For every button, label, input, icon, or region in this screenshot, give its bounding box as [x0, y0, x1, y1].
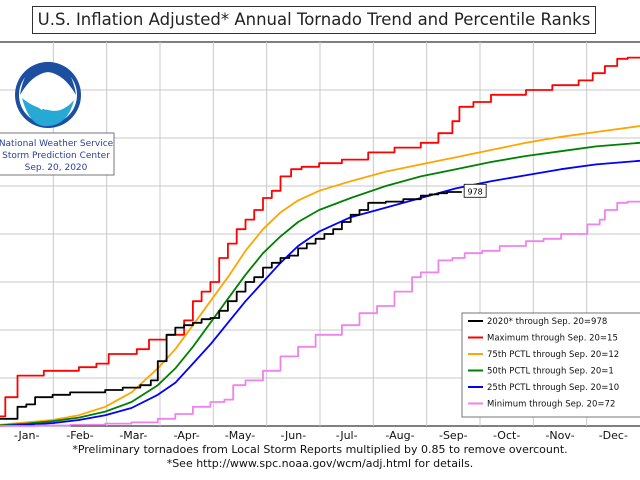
month-label: -Nov- [545, 429, 574, 442]
series-line-25th-pctl [0, 159, 640, 427]
month-label: -Apr- [174, 429, 200, 442]
month-label: -Jun- [280, 429, 306, 442]
footnote-line-2: *See http://www.spc.noaa.gov/wcm/adj.htm… [166, 457, 474, 470]
grid-lines [0, 42, 640, 426]
legend: 2020* through Sep. 20=978 Maximum through… [461, 312, 640, 418]
legend-entry: 75th PCTL through Sep. 20=12 [487, 350, 619, 360]
nws-info-box: National Weather Service Storm Predictio… [0, 132, 115, 176]
month-labels: -Jan- -Feb- -Mar- -Apr- -May- -Jun- -Jul- -Aug-… [14, 429, 628, 442]
nws-line-2: Storm Prediction Center [2, 151, 110, 161]
month-label: -Sep- [439, 429, 468, 442]
noaa-logo-text: NOAA [34, 77, 63, 87]
end-annotation-box [463, 183, 487, 198]
noaa-logo: NOAA [15, 62, 81, 128]
footnote-line-1: *Preliminary tornadoes from Local Storm … [72, 443, 568, 456]
month-label: -Aug- [385, 429, 414, 442]
chart-title: U.S. Inflation Adjusted* Annual Tornado … [32, 6, 596, 34]
legend-entry: Maximum through Sep. 20=15 [487, 334, 618, 344]
footnote: *Preliminary tornadoes from Local Storm … [0, 443, 640, 471]
series-line-minimum [0, 200, 640, 427]
nws-line-3: Sep. 20, 2020 [25, 163, 88, 173]
legend-entry: 25th PCTL through Sep. 20=10 [487, 383, 619, 393]
end-annotation-layer: 978 [463, 183, 487, 198]
legend-entry: Minimum through Sep. 20=72 [487, 400, 615, 410]
series-line-50th-pctl [0, 141, 640, 427]
series-line-2020 [0, 191, 463, 420]
series-layer [0, 56, 640, 427]
month-label: -Dec- [599, 429, 628, 442]
month-label: -Mar- [119, 429, 147, 442]
end-annotation: 978 [468, 187, 483, 196]
month-label: -Jan- [14, 429, 40, 442]
month-label: -Feb- [66, 429, 93, 442]
series-line-maximum [0, 56, 640, 418]
month-label: -Oct- [493, 429, 520, 442]
month-label: -Jul- [336, 429, 358, 442]
month-label: -May- [225, 429, 256, 442]
nws-line-1: National Weather Service [0, 139, 114, 149]
legend-entry: 50th PCTL through Sep. 20=1 [487, 367, 614, 377]
series-line-75th-pctl [0, 125, 640, 426]
legend-entry: 2020* through Sep. 20=978 [487, 317, 607, 327]
